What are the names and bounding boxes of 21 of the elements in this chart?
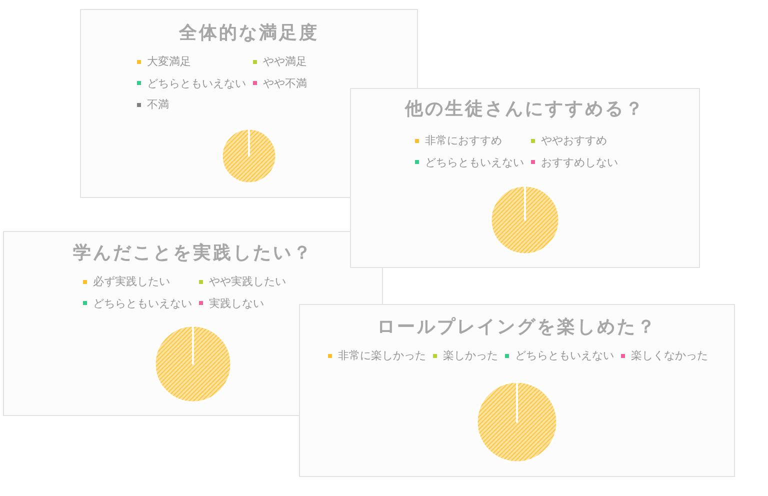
legend-label: どちらともいえない xyxy=(147,76,246,91)
legend-label: 楽しかった xyxy=(443,348,498,364)
legend-label: 非常におすすめ xyxy=(425,133,502,148)
legend-label: 非常に楽しかった xyxy=(338,348,426,364)
chart-title: 他の生徒さんにすすめる？ xyxy=(404,98,645,120)
legend-label: 楽しくなかった xyxy=(631,348,708,364)
legend-label: どちらともいえない xyxy=(515,348,614,364)
legend-label: 大変満足 xyxy=(147,54,191,70)
legend-label: おすすめしない xyxy=(541,154,618,170)
legend-label: どちらともいえない xyxy=(93,296,192,311)
legend-label: やや満足 xyxy=(263,54,307,70)
legend-label: やや不満 xyxy=(263,76,307,91)
chart-title: 全体的な満足度 xyxy=(178,22,319,44)
legend-label: 必ず実践したい xyxy=(93,274,170,290)
legend-label: どちらともいえない xyxy=(425,154,524,170)
legend-label: やや実践したい xyxy=(209,274,286,290)
chart-title: 学んだことを実践したい？ xyxy=(73,242,313,264)
legend-label: ややおすすめ xyxy=(541,133,607,148)
chart-title: ロールプレイングを楽しめた？ xyxy=(377,316,657,338)
legend-label: 実践しない xyxy=(209,296,264,311)
legend-label: 不満 xyxy=(147,97,169,112)
